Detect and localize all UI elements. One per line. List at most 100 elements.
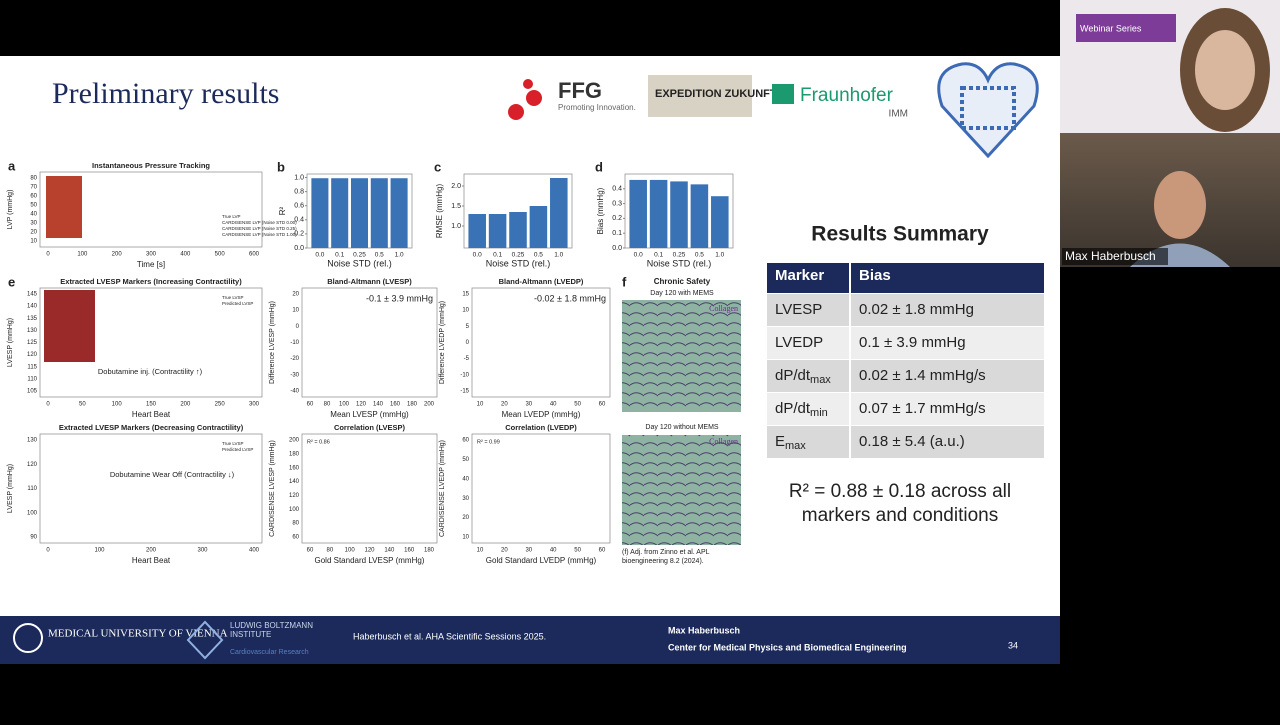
y-tick-label: -40 xyxy=(290,389,299,395)
bar xyxy=(390,178,408,248)
x-tick-label: 0.1 xyxy=(654,252,663,259)
legend-entry: CARDISENSE LVP (Noise STD 1.00) xyxy=(222,232,297,237)
x-axis-label: Noise STD (rel.) xyxy=(647,258,712,268)
y-tick-label: 20 xyxy=(462,515,469,521)
legend-entry: Predicted LVSP xyxy=(222,301,253,306)
logos: FFG Promoting Innovation. EXPEDITION ZUK… xyxy=(508,62,1039,159)
plot-title: Bland-Altmann (LVEDP) xyxy=(499,277,584,286)
annotation: -0.1 ± 3.9 mmHg xyxy=(366,293,433,303)
y-tick-label: 1.0 xyxy=(294,174,304,181)
x-tick-label: 80 xyxy=(326,548,333,554)
x-axis-label: Noise STD (rel.) xyxy=(327,258,392,268)
x-tick-label: 40 xyxy=(550,402,557,408)
y-tick-label: 0.0 xyxy=(612,245,622,252)
bias-cell: 0.18 ± 5.4 (a.u.) xyxy=(859,433,965,450)
marker-cell: Emax xyxy=(775,433,806,452)
x-tick-label: 50 xyxy=(79,402,86,408)
y-tick-label: 20 xyxy=(30,230,37,236)
y-tick-label: 0.2 xyxy=(612,215,622,222)
y-tick-label: 135 xyxy=(27,316,38,322)
y-tick-label: 0.2 xyxy=(294,231,304,238)
y-tick-label: -20 xyxy=(290,356,299,362)
y-axis-label: LVESP (mmHg) xyxy=(7,318,14,367)
y-tick-label: 40 xyxy=(462,476,469,482)
y-tick-label: 70 xyxy=(30,185,37,191)
x-tick-label: 80 xyxy=(324,402,331,408)
y-tick-label: 110 xyxy=(27,486,37,492)
y-axis-label: R² xyxy=(278,206,287,215)
histology-image xyxy=(622,300,741,412)
y-tick-label: 5 xyxy=(466,324,470,330)
y-tick-label: 0.6 xyxy=(294,203,304,210)
bar xyxy=(350,178,369,248)
x-tick-label: 50 xyxy=(574,402,581,408)
x-tick-label: 0 xyxy=(46,252,50,258)
marker-cell: LVESP xyxy=(775,301,822,318)
histology-image xyxy=(622,435,741,545)
y-tick-label: -10 xyxy=(290,340,299,346)
x-tick-label: 10 xyxy=(477,548,484,554)
x-axis-label: Heart Beat xyxy=(132,410,171,419)
y-tick-label: 15 xyxy=(462,292,469,298)
stain-label: Collagen xyxy=(709,304,738,313)
summary-title: Results Summary xyxy=(811,223,989,246)
panel-letter: c xyxy=(434,159,441,174)
x-tick-label: 60 xyxy=(599,402,606,408)
y-tick-label: 30 xyxy=(462,496,469,502)
y-tick-label: 60 xyxy=(292,535,299,541)
x-tick-label: 50 xyxy=(574,548,581,554)
table-row xyxy=(767,294,1044,326)
bar xyxy=(670,181,688,248)
table-row xyxy=(767,360,1044,392)
x-tick-label: 160 xyxy=(390,402,401,408)
x-axis-label: Time [s] xyxy=(137,260,165,269)
y-tick-label: 125 xyxy=(27,340,38,346)
y-axis-label: Difference LVESP (mmHg) xyxy=(269,301,276,384)
y-tick-label: 30 xyxy=(30,221,37,227)
x-axis-label: Gold Standard LVEDP (mmHg) xyxy=(486,556,597,565)
bar xyxy=(649,179,668,248)
table-row xyxy=(767,426,1044,458)
y-tick-label: -30 xyxy=(290,372,299,378)
x-tick-label: 60 xyxy=(599,548,606,554)
y-tick-label: 100 xyxy=(289,507,300,513)
plot-frame xyxy=(301,287,438,398)
x-tick-label: 140 xyxy=(373,402,384,408)
plot-title: Extracted LVESP Markers (Increasing Cont… xyxy=(60,277,242,286)
bar xyxy=(311,178,329,248)
x-tick-label: 0.1 xyxy=(493,252,502,259)
x-tick-label: 0.5 xyxy=(375,252,384,259)
y-axis-label: LVP (mmHg) xyxy=(7,190,14,230)
x-tick-label: 1.0 xyxy=(395,252,404,259)
participant-name: Max Haberbusch xyxy=(1065,249,1156,263)
annotation: Dobutamine inj. (Contractility ↑) xyxy=(98,367,203,376)
x-tick-label: 200 xyxy=(112,252,123,258)
webinar-banner: Webinar Series xyxy=(1080,23,1142,33)
annotation: Dobutamine Wear Off (Contractility ↓) xyxy=(110,470,235,479)
x-tick-label: 0.25 xyxy=(512,252,525,259)
legend-entry: True LVSP xyxy=(222,295,244,300)
x-tick-label: 1.0 xyxy=(554,252,563,259)
inset-photo xyxy=(46,176,82,238)
footer: MEDICAL UNIVERSITY OF VIENNA LUDWIG BOLT… xyxy=(0,616,1060,664)
safety-title: Chronic Safety xyxy=(654,277,711,286)
y-axis-label: Difference LVEDP (mmHg) xyxy=(439,301,446,384)
x-tick-label: 100 xyxy=(94,548,105,554)
x-tick-label: 140 xyxy=(384,548,395,554)
legend-entry: True LVP xyxy=(222,214,241,219)
x-tick-label: 400 xyxy=(180,252,191,258)
y-tick-label: 10 xyxy=(462,535,469,541)
marker-name: E xyxy=(775,433,785,450)
summary-note: R² = 0.88 ± 0.18 across all markers and … xyxy=(788,481,1012,526)
x-axis-label: Mean LVEDP (mmHg) xyxy=(502,410,581,419)
y-tick-label: 20 xyxy=(292,292,299,298)
legend-entry: CARDISENSE LVP (Noise STD 0.00) xyxy=(222,220,297,225)
x-tick-label: 0.1 xyxy=(335,252,344,259)
marker-cell: dP/dtmin xyxy=(775,400,828,419)
y-tick-label: 110 xyxy=(27,376,37,382)
x-tick-label: 150 xyxy=(146,402,157,408)
y-axis-label: CARDISENSE LVESP (mmHg) xyxy=(269,440,276,537)
plot-frame xyxy=(471,287,611,398)
y-tick-label: 10 xyxy=(462,308,469,314)
